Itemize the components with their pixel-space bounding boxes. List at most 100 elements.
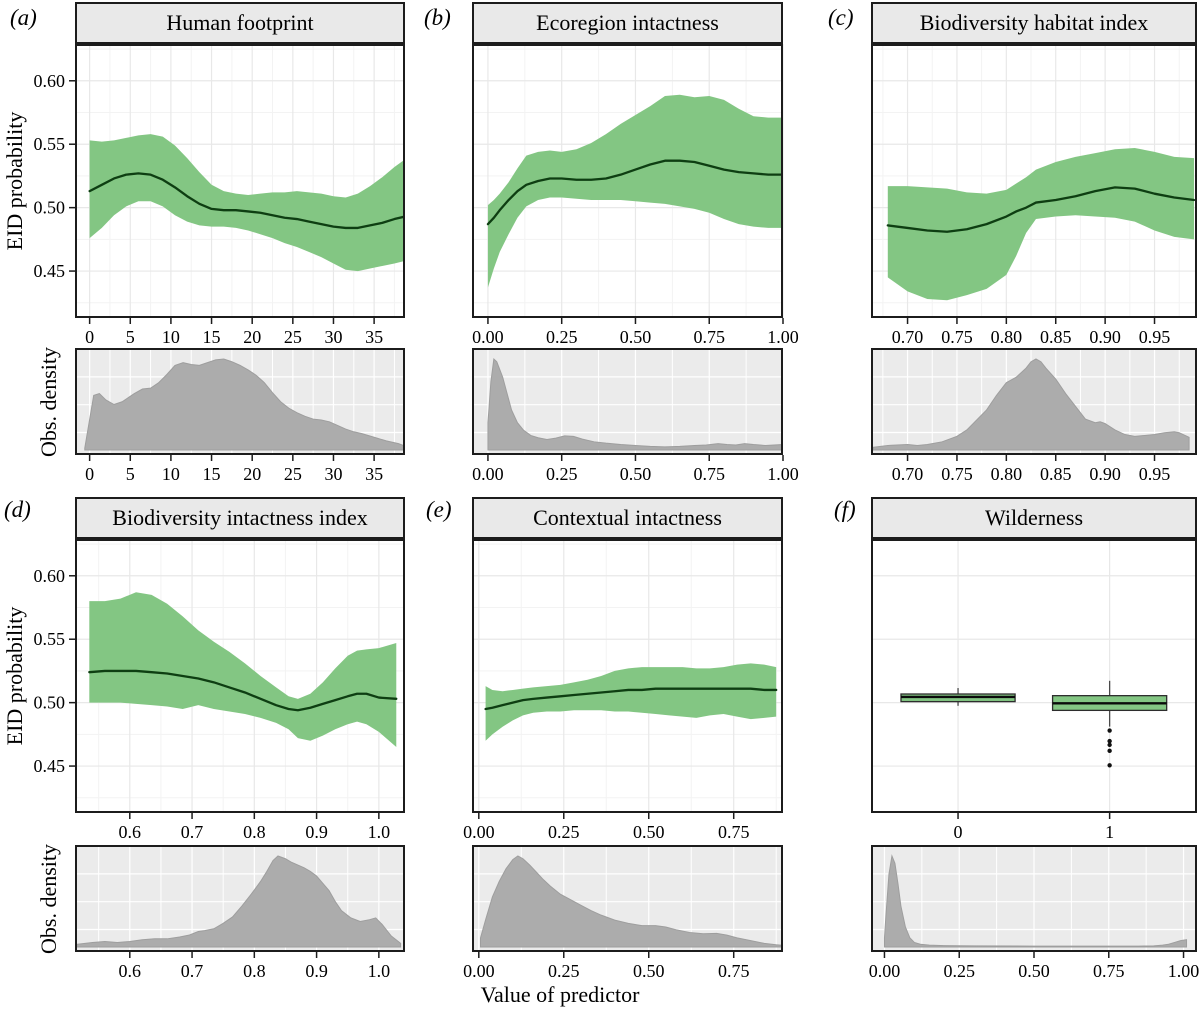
svg-text:0.85: 0.85 <box>1040 327 1072 347</box>
svg-text:0.9: 0.9 <box>305 822 328 842</box>
svg-text:0.70: 0.70 <box>892 464 924 484</box>
density-plot-contextual-intactness: 0.00 0.25 0.50 0.75 <box>463 845 783 981</box>
svg-text:20: 20 <box>243 464 261 484</box>
strip-title: Biodiversity habitat index <box>919 10 1149 35</box>
svg-text:0: 0 <box>85 464 94 484</box>
strip-contextual-intactness: Contextual intactness <box>472 497 783 539</box>
svg-text:0.7: 0.7 <box>181 961 204 981</box>
svg-text:0.90: 0.90 <box>1089 327 1121 347</box>
y-axis-label-eid-row2: EID probability <box>2 606 27 746</box>
svg-text:1.00: 1.00 <box>767 327 799 347</box>
svg-text:0.25: 0.25 <box>548 822 580 842</box>
svg-text:0.55: 0.55 <box>34 629 66 649</box>
svg-text:30: 30 <box>324 327 342 347</box>
svg-text:25: 25 <box>284 464 302 484</box>
svg-text:20: 20 <box>243 327 261 347</box>
svg-text:15: 15 <box>203 464 221 484</box>
svg-text:1.00: 1.00 <box>1168 961 1200 981</box>
panel-letter-b: (b) <box>424 5 451 30</box>
svg-text:0.25: 0.25 <box>546 464 578 484</box>
svg-text:25: 25 <box>284 327 302 347</box>
svg-text:35: 35 <box>365 327 383 347</box>
svg-text:0.70: 0.70 <box>892 327 924 347</box>
svg-text:35: 35 <box>365 464 383 484</box>
strip-biodiversity-intactness-index: Biodiversity intactness index <box>75 497 405 539</box>
svg-text:0.55: 0.55 <box>34 134 66 154</box>
svg-text:0.75: 0.75 <box>1093 961 1125 981</box>
y-axis-label-density-row2: Obs. density <box>36 844 61 954</box>
svg-text:0.95: 0.95 <box>1139 464 1171 484</box>
svg-text:0.75: 0.75 <box>941 464 973 484</box>
svg-text:0.45: 0.45 <box>34 756 66 776</box>
svg-text:0.90: 0.90 <box>1089 464 1121 484</box>
strip-title: Contextual intactness <box>533 505 722 530</box>
svg-text:0.25: 0.25 <box>943 961 975 981</box>
panel-letter-f: (f) <box>834 497 856 522</box>
strip-title: Ecoregion intactness <box>536 10 719 35</box>
effect-plot-human-footprint: 0 5 10 15 20 25 30 35 0.45 0.50 0.55 0.60 <box>34 44 405 347</box>
svg-text:1.0: 1.0 <box>368 822 391 842</box>
svg-text:0: 0 <box>85 327 94 347</box>
y-axis-label-density-row1: Obs. density <box>36 347 61 457</box>
density-plot-biodiversity-intactness-index: 0.6 0.7 0.8 0.9 1.0 <box>75 845 405 981</box>
svg-text:0.75: 0.75 <box>718 822 750 842</box>
strip-ecoregion-intactness: Ecoregion intactness <box>472 2 783 44</box>
svg-text:0.85: 0.85 <box>1040 464 1072 484</box>
svg-text:0.7: 0.7 <box>181 822 204 842</box>
strip-title: Human footprint <box>166 10 314 35</box>
svg-text:1: 1 <box>1105 822 1114 842</box>
effect-plot-biodiversity-intactness-index: 0.6 0.7 0.8 0.9 1.0 0.45 0.50 0.55 0.60 <box>34 539 405 842</box>
svg-text:10: 10 <box>162 464 180 484</box>
svg-text:0.50: 0.50 <box>633 961 665 981</box>
x-axis-label: Value of predictor <box>480 982 640 1007</box>
svg-text:0.50: 0.50 <box>620 327 652 347</box>
svg-text:0.60: 0.60 <box>34 566 66 586</box>
density-plot-human-footprint: 0 5 10 15 20 25 30 35 <box>75 348 405 484</box>
svg-text:0.6: 0.6 <box>119 961 142 981</box>
effect-plot-contextual-intactness: 0.00 0.25 0.50 0.75 <box>463 539 783 842</box>
panel-letter-a: (a) <box>10 5 37 30</box>
panel-letter-c: (c) <box>828 5 854 30</box>
svg-text:0.75: 0.75 <box>693 327 725 347</box>
svg-text:0.00: 0.00 <box>472 327 504 347</box>
strip-wilderness: Wilderness <box>871 497 1197 539</box>
panel-letter-e: (e) <box>426 497 452 522</box>
svg-text:0.50: 0.50 <box>34 198 66 218</box>
density-plot-ecoregion-intactness: 0.00 0.25 0.50 0.75 1.00 <box>472 348 799 484</box>
svg-text:0.25: 0.25 <box>546 327 578 347</box>
effect-plot-ecoregion-intactness: 0.00 0.25 0.50 0.75 1.00 <box>472 44 799 347</box>
svg-text:0.6: 0.6 <box>119 822 142 842</box>
svg-text:0.95: 0.95 <box>1139 327 1171 347</box>
svg-text:0.8: 0.8 <box>243 961 265 981</box>
svg-text:0.75: 0.75 <box>693 464 725 484</box>
effect-plot-biodiversity-habitat-index: 0.70 0.75 0.80 0.85 0.90 0.95 <box>871 44 1197 347</box>
svg-text:0.80: 0.80 <box>991 464 1023 484</box>
svg-text:0.00: 0.00 <box>472 464 504 484</box>
strip-title: Wilderness <box>984 505 1084 530</box>
svg-text:0.50: 0.50 <box>34 693 66 713</box>
svg-text:0.00: 0.00 <box>869 961 901 981</box>
svg-text:0.45: 0.45 <box>34 261 66 281</box>
panel-letter-d: (d) <box>4 497 31 522</box>
svg-text:0.00: 0.00 <box>463 961 495 981</box>
svg-text:0.8: 0.8 <box>243 822 265 842</box>
svg-text:15: 15 <box>203 327 221 347</box>
svg-text:0.50: 0.50 <box>1018 961 1050 981</box>
svg-text:0.9: 0.9 <box>305 961 328 981</box>
svg-text:0.00: 0.00 <box>463 822 495 842</box>
svg-text:0.75: 0.75 <box>941 327 973 347</box>
strip-biodiversity-habitat-index: Biodiversity habitat index <box>871 2 1197 44</box>
svg-text:30: 30 <box>324 464 342 484</box>
density-plot-biodiversity-habitat-index: 0.70 0.75 0.80 0.85 0.90 0.95 <box>871 348 1197 484</box>
svg-text:0: 0 <box>954 822 963 842</box>
density-plot-wilderness: 0.00 0.25 0.50 0.75 1.00 <box>869 845 1200 981</box>
svg-text:0.25: 0.25 <box>548 961 580 981</box>
svg-text:1.00: 1.00 <box>767 464 799 484</box>
svg-text:0.60: 0.60 <box>34 71 66 91</box>
strip-human-footprint: Human footprint <box>75 2 405 44</box>
svg-text:5: 5 <box>126 464 135 484</box>
strip-title: Biodiversity intactness index <box>112 505 368 530</box>
svg-text:0.80: 0.80 <box>991 327 1023 347</box>
